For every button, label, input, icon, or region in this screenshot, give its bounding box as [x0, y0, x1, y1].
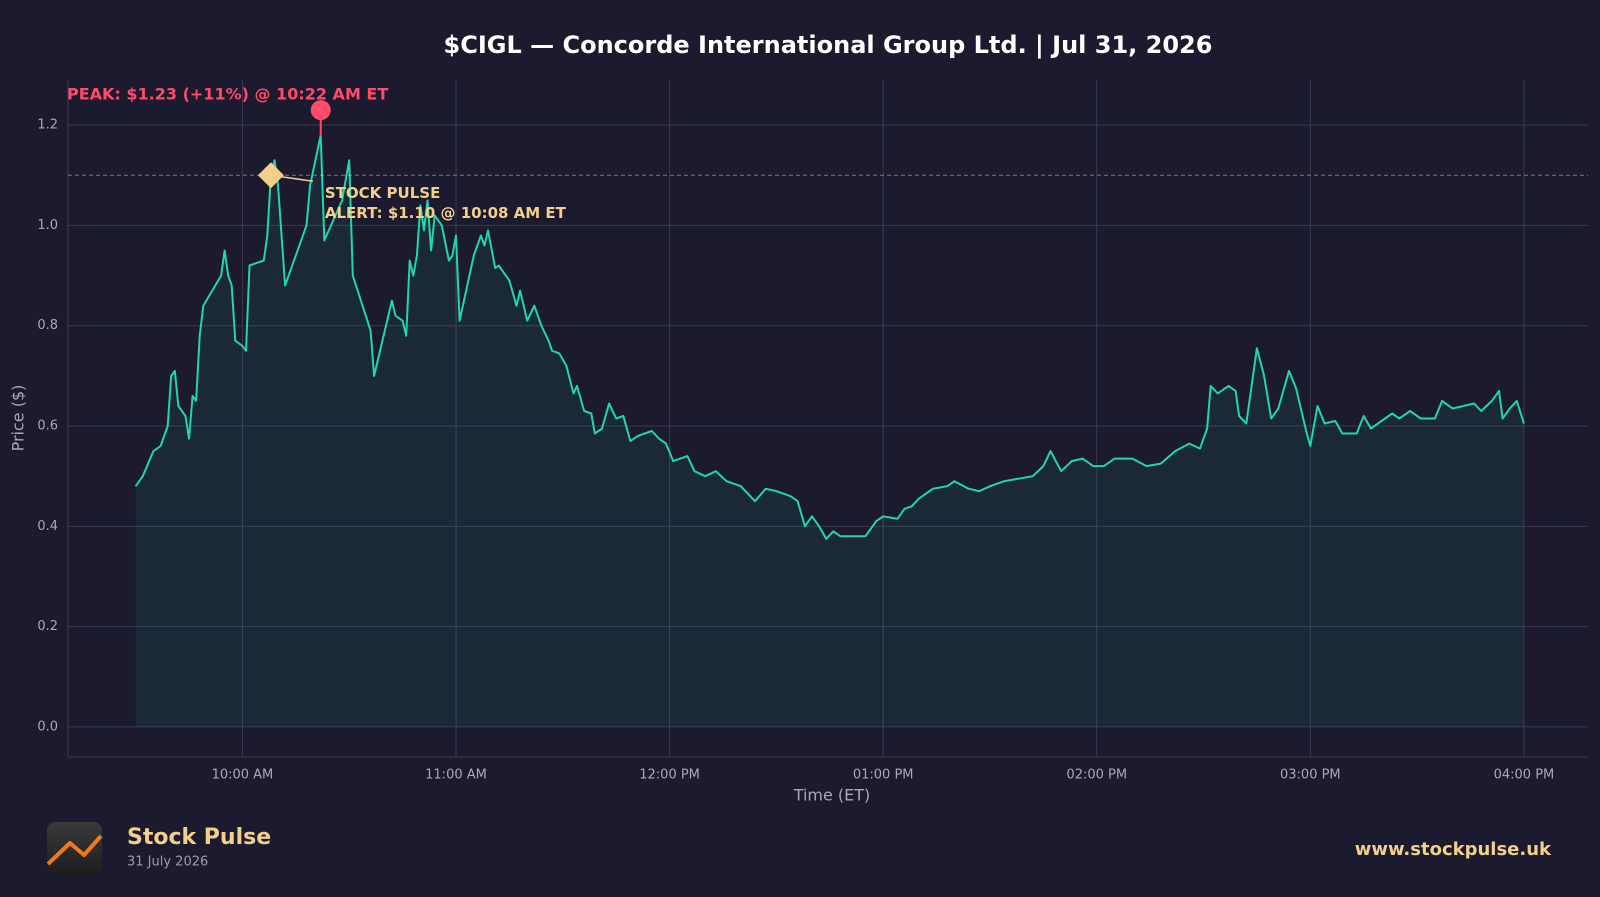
y-tick-label: 0.6 [37, 419, 58, 434]
x-tick-label: 03:00 PM [1280, 768, 1341, 783]
x-tick-label: 12:00 PM [639, 768, 700, 783]
alert-marker [257, 162, 284, 189]
y-tick-label: 0.0 [37, 719, 58, 734]
x-tick-label: 01:00 PM [853, 768, 914, 783]
y-axis-label: Price ($) [9, 385, 28, 452]
brand-name: Stock Pulse [127, 825, 271, 850]
logo [46, 822, 103, 876]
brand-date: 31 July 2026 [127, 855, 208, 870]
y-tick-label: 0.8 [37, 318, 58, 333]
x-axis-label: Time (ET) [793, 786, 871, 805]
x-tick-label: 04:00 PM [1494, 768, 1555, 783]
website: www.stockpulse.uk [1355, 839, 1552, 860]
alert-label: ALERT: $1.10 @ 10:08 AM ET [325, 204, 567, 222]
alert-label: STOCK PULSE [325, 184, 440, 202]
y-tick-label: 1.0 [37, 218, 58, 233]
x-tick-label: 11:00 AM [425, 768, 487, 783]
chart-title: $CIGL — Concorde International Group Ltd… [444, 31, 1213, 59]
y-tick-label: 1.2 [37, 118, 58, 133]
price-area [135, 135, 1524, 727]
peak-label: PEAK: $1.23 (+11%) @ 10:22 AM ET [67, 85, 388, 104]
logo-mark [46, 834, 103, 866]
y-tick-label: 0.2 [37, 619, 58, 634]
peak-marker [310, 100, 331, 121]
y-tick-label: 0.4 [37, 519, 58, 534]
price-line [134, 134, 1525, 540]
x-tick-label: 02:00 PM [1066, 768, 1127, 783]
x-tick-label: 10:00 AM [212, 768, 274, 783]
